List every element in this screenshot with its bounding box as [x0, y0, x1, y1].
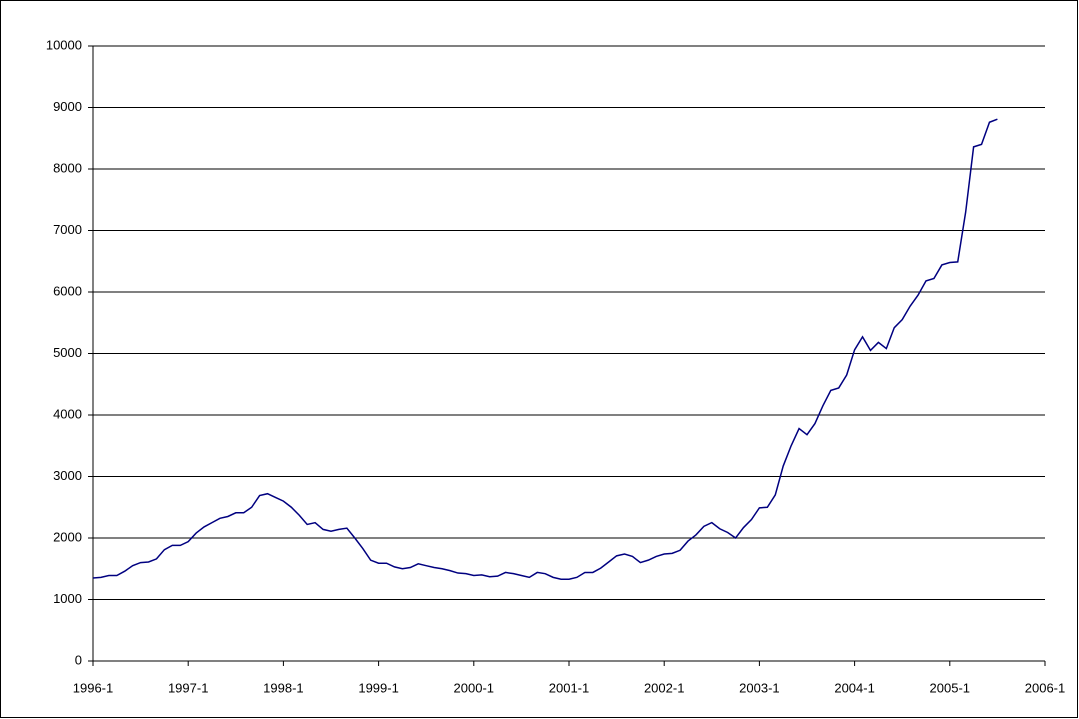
x-tick-label: 2005-1	[930, 680, 970, 695]
y-tick-label: 8000	[53, 160, 82, 175]
x-tick-label: 1998-1	[263, 680, 303, 695]
y-tick-label: 10000	[46, 37, 82, 52]
y-tick-label: 4000	[53, 406, 82, 421]
y-tick-label: 2000	[53, 529, 82, 544]
x-tick-label: 2002-1	[644, 680, 684, 695]
y-tick-label: 7000	[53, 222, 82, 237]
y-tick-label: 1000	[53, 591, 82, 606]
x-tick-label: 2004-1	[834, 680, 874, 695]
y-tick-label: 0	[75, 652, 82, 667]
y-tick-label: 6000	[53, 283, 82, 298]
x-tick-label: 2001-1	[549, 680, 589, 695]
y-tick-label: 3000	[53, 468, 82, 483]
x-tick-label: 2006-1	[1025, 680, 1065, 695]
x-tick-label: 2000-1	[454, 680, 494, 695]
x-tick-label: 1999-1	[358, 680, 398, 695]
y-tick-label: 5000	[53, 345, 82, 360]
data-line	[92, 118, 998, 580]
x-tick-label: 1996-1	[73, 680, 113, 695]
x-tick-label: 2003-1	[739, 680, 779, 695]
y-tick-label: 9000	[53, 99, 82, 114]
x-tick-label: 1997-1	[168, 680, 208, 695]
